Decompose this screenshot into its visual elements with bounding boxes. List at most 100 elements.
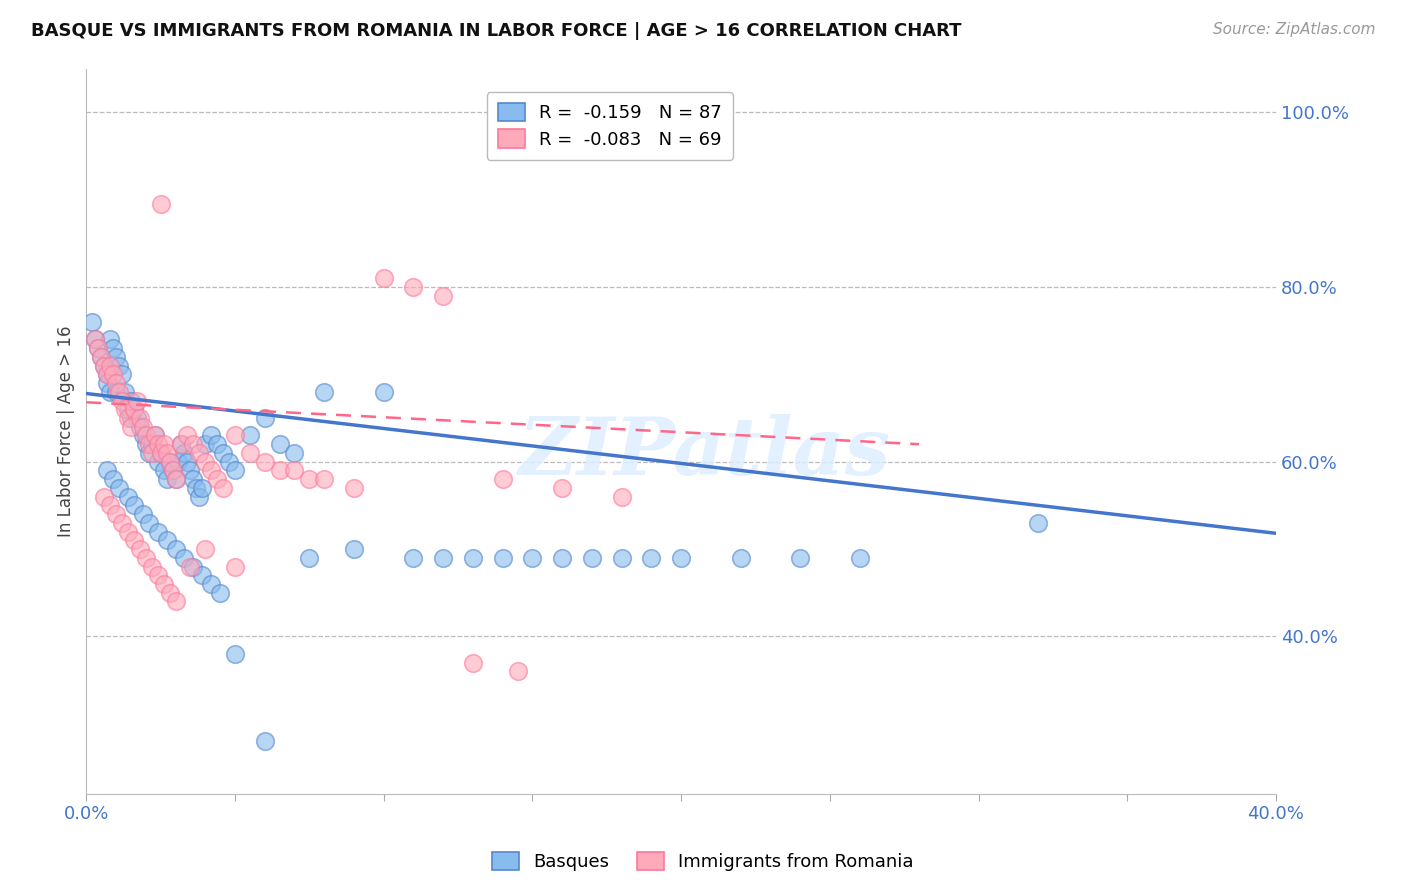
Point <box>581 550 603 565</box>
Point <box>143 428 166 442</box>
Point <box>82 315 104 329</box>
Point <box>165 542 187 557</box>
Point <box>194 455 217 469</box>
Point <box>162 463 184 477</box>
Point <box>522 550 544 565</box>
Point <box>253 411 276 425</box>
Point <box>179 559 201 574</box>
Point <box>343 542 366 557</box>
Point <box>173 550 195 565</box>
Point <box>173 446 195 460</box>
Point <box>373 271 395 285</box>
Point <box>96 368 118 382</box>
Point <box>167 455 190 469</box>
Point <box>93 490 115 504</box>
Point <box>183 437 205 451</box>
Point <box>200 463 222 477</box>
Point <box>117 524 139 539</box>
Point <box>506 665 529 679</box>
Point <box>373 384 395 399</box>
Point <box>117 402 139 417</box>
Point <box>283 463 305 477</box>
Point <box>149 446 172 460</box>
Point <box>224 428 246 442</box>
Point <box>155 472 177 486</box>
Point <box>162 463 184 477</box>
Point <box>96 368 118 382</box>
Point <box>135 550 157 565</box>
Point <box>98 359 121 373</box>
Point <box>165 472 187 486</box>
Point <box>314 472 336 486</box>
Point <box>848 550 870 565</box>
Point <box>343 481 366 495</box>
Point <box>122 402 145 417</box>
Point <box>402 550 425 565</box>
Point <box>93 359 115 373</box>
Point <box>224 559 246 574</box>
Point <box>188 490 211 504</box>
Point <box>138 446 160 460</box>
Text: Source: ZipAtlas.com: Source: ZipAtlas.com <box>1212 22 1375 37</box>
Point <box>461 550 484 565</box>
Point <box>135 428 157 442</box>
Point <box>269 463 291 477</box>
Point <box>314 384 336 399</box>
Point <box>212 446 235 460</box>
Point <box>90 350 112 364</box>
Point <box>135 437 157 451</box>
Point <box>269 437 291 451</box>
Point <box>205 472 228 486</box>
Point <box>551 550 574 565</box>
Point <box>117 411 139 425</box>
Point <box>105 376 128 390</box>
Point <box>789 550 811 565</box>
Point <box>179 463 201 477</box>
Point <box>191 481 214 495</box>
Point <box>108 384 131 399</box>
Point <box>120 393 142 408</box>
Point <box>141 559 163 574</box>
Point <box>253 734 276 748</box>
Point <box>186 481 208 495</box>
Point <box>87 341 110 355</box>
Point <box>93 359 115 373</box>
Point <box>610 490 633 504</box>
Point <box>283 446 305 460</box>
Point <box>159 585 181 599</box>
Point <box>432 288 454 302</box>
Point <box>98 384 121 399</box>
Point <box>105 384 128 399</box>
Point <box>239 446 262 460</box>
Point <box>101 341 124 355</box>
Point <box>152 577 174 591</box>
Point <box>224 463 246 477</box>
Point <box>108 481 131 495</box>
Point <box>125 393 148 408</box>
Point <box>101 472 124 486</box>
Point <box>176 428 198 442</box>
Point <box>205 437 228 451</box>
Text: BASQUE VS IMMIGRANTS FROM ROMANIA IN LABOR FORCE | AGE > 16 CORRELATION CHART: BASQUE VS IMMIGRANTS FROM ROMANIA IN LAB… <box>31 22 962 40</box>
Point <box>640 550 662 565</box>
Point <box>146 524 169 539</box>
Point <box>239 428 262 442</box>
Point <box>122 402 145 417</box>
Point <box>669 550 692 565</box>
Point <box>117 490 139 504</box>
Point <box>155 533 177 548</box>
Point <box>730 550 752 565</box>
Point <box>492 550 515 565</box>
Legend: R =  -0.159   N = 87, R =  -0.083   N = 69: R = -0.159 N = 87, R = -0.083 N = 69 <box>486 92 733 160</box>
Point <box>96 463 118 477</box>
Point <box>176 455 198 469</box>
Point <box>122 499 145 513</box>
Point <box>170 437 193 451</box>
Point <box>108 359 131 373</box>
Legend: Basques, Immigrants from Romania: Basques, Immigrants from Romania <box>485 845 921 879</box>
Point <box>128 419 150 434</box>
Point <box>120 411 142 425</box>
Point <box>253 455 276 469</box>
Point <box>146 568 169 582</box>
Point <box>159 455 181 469</box>
